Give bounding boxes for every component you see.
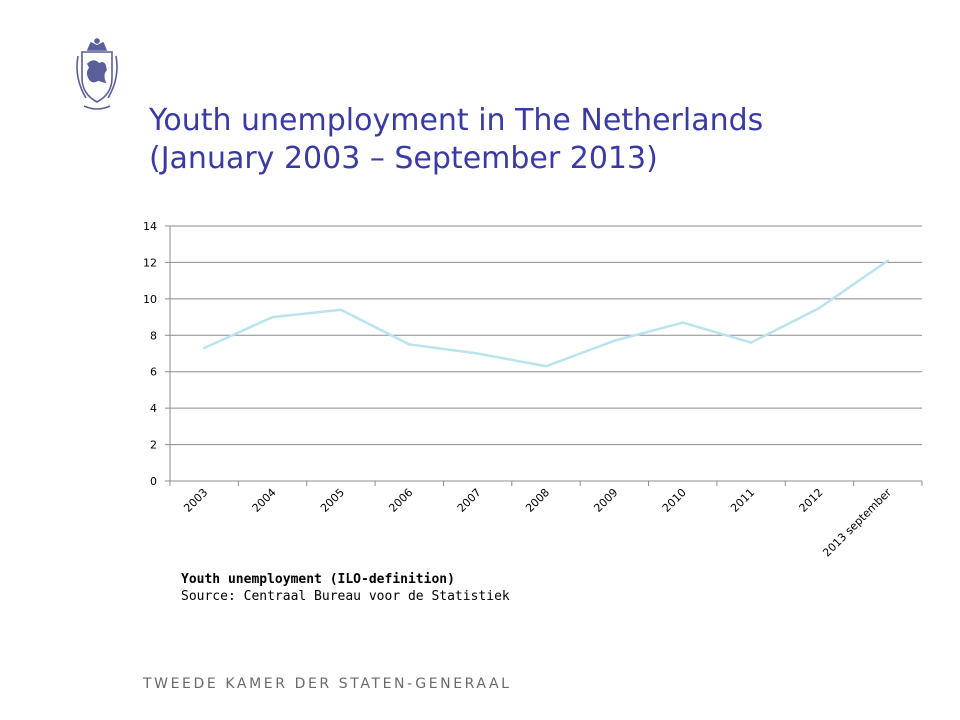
caption-source: Source: Centraal Bureau voor de Statisti… — [181, 589, 510, 604]
series — [202, 259, 890, 368]
data-point — [202, 346, 206, 350]
data-point — [544, 365, 548, 368]
y-tick-label: 2 — [150, 439, 157, 452]
title-line-1: Youth unemployment in The Netherlands — [149, 103, 764, 138]
y-tick-label: 14 — [143, 220, 157, 233]
y-tick-label: 4 — [150, 402, 157, 415]
data-point — [818, 306, 821, 310]
y-tick-labels: 0 2 4 6 8 10 12 14 — [143, 220, 157, 488]
y-tick-label: 12 — [143, 256, 157, 269]
y-tick-label: 6 — [150, 366, 157, 379]
data-point — [408, 343, 411, 346]
chart-caption: Youth unemployment (ILO-definition) Sour… — [181, 571, 510, 605]
x-tick-label: 2003 — [181, 486, 210, 515]
x-tick-label: 2009 — [591, 486, 620, 515]
data-point — [886, 259, 890, 262]
title-line-2: (January 2003 – September 2013) — [149, 141, 658, 176]
caption-title: Youth unemployment (ILO-definition) — [181, 572, 455, 587]
x-tick-label: 2012 — [797, 486, 826, 515]
x-tick-labels: 2003 2004 2005 2006 2007 2008 2009 2010 2011 2012… — [181, 486, 894, 560]
footer-organization: TWEEDE KAMER DER STATEN-GENERAAL — [143, 676, 512, 692]
x-tick-label: 2006 — [386, 486, 415, 515]
x-tick-label: 2011 — [728, 486, 757, 515]
x-tick-label: 2010 — [660, 486, 689, 515]
coat-of-arms-logo — [76, 38, 118, 110]
data-point — [749, 341, 753, 344]
data-point — [613, 339, 616, 342]
x-tick-label: 2013 september — [820, 486, 894, 560]
data-point — [681, 321, 684, 324]
axes — [169, 226, 923, 486]
data-point — [271, 315, 274, 319]
x-tick-label: 2007 — [455, 486, 484, 515]
x-tick-label: 2004 — [250, 486, 279, 515]
series-line-0 — [203, 259, 889, 368]
y-tick-label: 0 — [150, 475, 157, 488]
y-tick-label: 10 — [143, 293, 157, 306]
x-tick-label: 2005 — [318, 486, 347, 515]
slide-title: Youth unemployment in The Netherlands (J… — [149, 102, 763, 178]
gridlines — [165, 225, 922, 482]
x-tick-label: 2008 — [523, 486, 552, 515]
data-point — [476, 352, 479, 355]
data-point — [339, 308, 343, 311]
y-tick-label: 8 — [150, 329, 157, 342]
